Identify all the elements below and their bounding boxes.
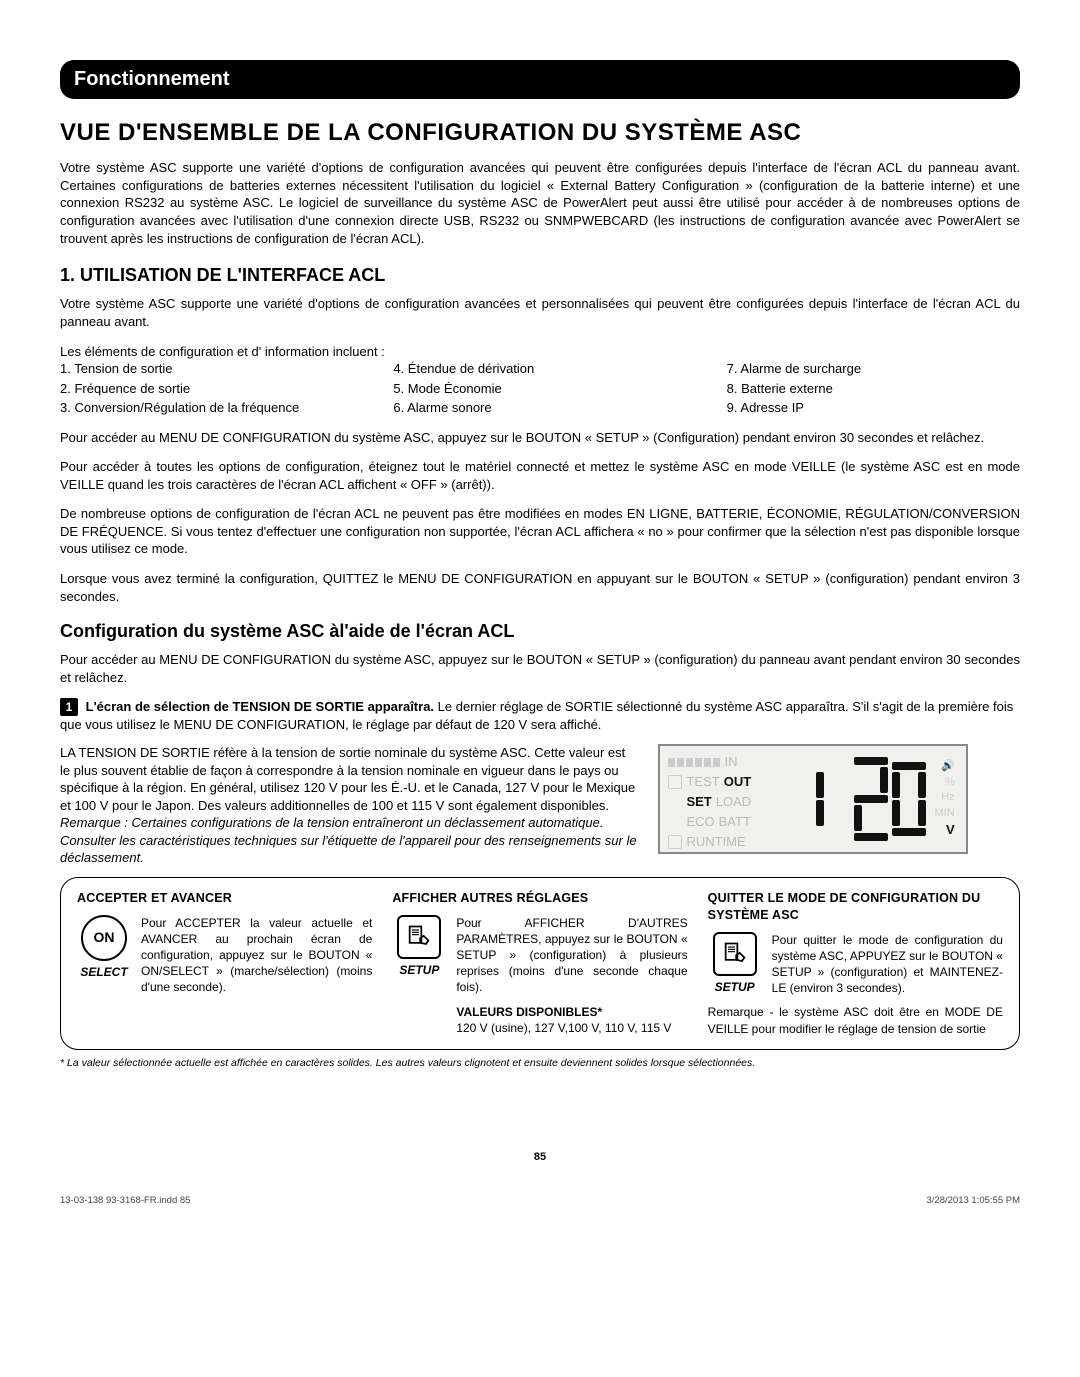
para-standby: Pour accéder à toutes les options de con… [60,458,1020,493]
unit-v: V [946,821,955,839]
action-display-header: AFFICHER AUTRES RÉGLAGES [392,890,687,907]
config-list: 1. Tension de sortie 2. Fréquence de sor… [60,360,1020,419]
tension-para: LA TENSION DE SORTIE réfère à la tension… [60,745,635,813]
plug-icon [668,775,682,789]
segment-digit [854,757,888,841]
para-quit: Lorsque vous avez terminé la configurati… [60,570,1020,605]
sub-heading: Configuration du système ASC àl'aide de … [60,619,1020,643]
setup-button-illustration: SETUP [708,932,762,995]
action-quit-note: Remarque - le système ASC doit être en M… [708,1004,1003,1036]
tension-text: LA TENSION DE SORTIE réfère à la tension… [60,744,638,867]
setup-button-illustration: SETUP [392,915,446,978]
para-modes: De nombreuse options de configuration de… [60,505,1020,558]
config-list-intro: Les éléments de configuration et d' info… [60,343,1020,361]
lcd-illustration: IN TEST OUT SET LOAD ECO BATT [658,744,968,854]
sub-intro: Pour accéder au MENU DE CONFIGURATION du… [60,651,1020,686]
config-item: 3. Conversion/Régulation de la fréquence [60,399,353,417]
lcd-label-in: IN [724,754,737,771]
tension-note-italic: Remarque : Certaines configurations de l… [60,815,637,865]
lcd-label-batt: BATT [719,814,751,831]
section1-heading: 1. UTILISATION DE L'INTERFACE ACL [60,263,1020,287]
config-item: 9. Adresse IP [727,399,1020,417]
intro-paragraph: Votre système ASC supporte une variété d… [60,159,1020,247]
main-heading: VUE D'ENSEMBLE DE LA CONFIGURATION DU SY… [60,117,1020,149]
lcd-label-out: OUT [724,774,751,791]
lcd-label-load: LOAD [716,794,751,811]
lcd-label-set: SET [686,794,711,811]
warning-icon [668,835,682,849]
action-accept-header: ACCEPTER ET AVANCER [77,890,372,907]
section-banner: Fonctionnement [60,60,1020,99]
config-col-1: 1. Tension de sortie 2. Fréquence de sor… [60,360,353,419]
setup-button-icon [713,932,757,976]
config-item: 5. Mode Économie [393,380,686,398]
footnote: * La valeur sélectionnée actuelle est af… [60,1056,1020,1070]
action-quit: QUITTER LE MODE DE CONFIGURATION DU SYST… [708,890,1003,1037]
values-label: VALEURS DISPONIBLES* [456,1004,687,1020]
unit-pct: % [945,775,955,790]
config-item: 2. Fréquence de sortie [60,380,353,398]
action-display-body: Pour AFFICHER D'AUTRES PARAMÈTRES, appuy… [456,915,687,996]
section1-intro: Votre système ASC supporte une variété d… [60,295,1020,330]
lcd-left-labels: IN TEST OUT SET LOAD ECO BATT [668,752,808,846]
unit-min: MIN [934,806,954,821]
page-number: 85 [60,1150,1020,1165]
tension-row: LA TENSION DE SORTIE réfère à la tension… [60,744,1020,867]
action-quit-header: QUITTER LE MODE DE CONFIGURATION DU SYST… [708,890,1003,924]
on-button-label: SELECT [80,964,127,980]
config-item: 7. Alarme de surcharge [727,360,1020,378]
setup-button-icon [397,915,441,959]
config-item: 6. Alarme sonore [393,399,686,417]
action-box: ACCEPTER ET AVANCER ON SELECT Pour ACCEP… [60,877,1020,1050]
setup-button-label: SETUP [399,962,439,978]
speaker-icon: 🔊 [941,759,955,774]
unit-hz: Hz [941,790,954,805]
lcd-label-eco: ECO [686,814,714,831]
segment-digit [816,772,850,826]
hand-document-icon [721,940,749,968]
print-footer: 13-03-138 93-3168-FR.indd 85 3/28/2013 1… [60,1195,1020,1208]
lcd-label-test: TEST [686,774,719,791]
lcd-display: IN TEST OUT SET LOAD ECO BATT [658,744,1020,854]
action-accept: ACCEPTER ET AVANCER ON SELECT Pour ACCEP… [77,890,372,1037]
action-display: AFFICHER AUTRES RÉGLAGES SETUP Pour AFFI… [392,890,687,1037]
on-select-button-illustration: ON SELECT [77,915,131,980]
lcd-label-runtime: RUNTIME [686,834,745,851]
lcd-units: 🔊 % Hz MIN V [930,759,954,839]
action-quit-body: Pour quitter le mode de configuration du… [772,932,1003,997]
segment-digit [892,762,926,836]
setup-button-label: SETUP [715,979,755,995]
footer-right: 3/28/2013 1:05:55 PM [927,1195,1021,1208]
step-1: 1 L'écran de sélection de TENSION DE SOR… [60,698,1020,734]
config-col-3: 7. Alarme de surcharge 8. Batterie exter… [727,360,1020,419]
step-number-badge: 1 [60,698,78,716]
config-item: 1. Tension de sortie [60,360,353,378]
values-text: 120 V (usine), 127 V,100 V, 110 V, 115 V [456,1020,687,1036]
step-title: L'écran de sélection de TENSION DE SORTI… [86,699,434,714]
on-button-icon: ON [81,915,127,961]
config-item: 4. Étendue de dérivation [393,360,686,378]
config-item: 8. Batterie externe [727,380,1020,398]
hand-document-icon [405,923,433,951]
footer-left: 13-03-138 93-3168-FR.indd 85 [60,1195,190,1208]
config-col-2: 4. Étendue de dérivation 5. Mode Économi… [393,360,686,419]
lcd-digits: 🔊 % Hz MIN V [816,752,958,846]
action-accept-body: Pour ACCEPTER la valeur actuelle et AVAN… [141,915,372,996]
para-menu: Pour accéder au MENU DE CONFIGURATION du… [60,429,1020,447]
